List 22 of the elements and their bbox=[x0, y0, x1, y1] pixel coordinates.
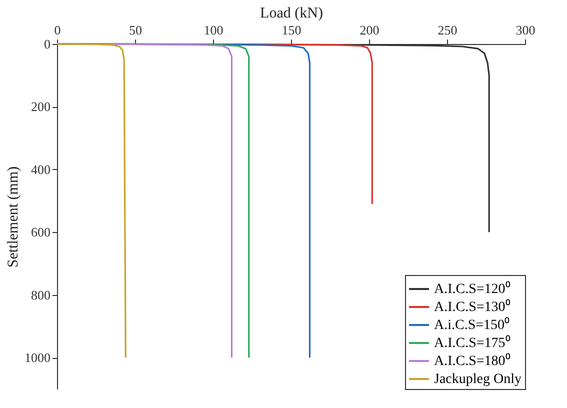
y-tick-label: 600 bbox=[31, 224, 50, 240]
legend-label: A.i.C.S=150⁰ bbox=[434, 317, 510, 333]
y-tick-label: 200 bbox=[31, 99, 50, 114]
x-tick-label: 0 bbox=[54, 22, 61, 38]
legend-label: A.I.C.S=180⁰ bbox=[434, 353, 510, 369]
y-tick-label: 0 bbox=[44, 36, 50, 52]
x-axis-title: Load (kN) bbox=[260, 6, 323, 22]
y-axis-title: Settlement (mm) bbox=[6, 166, 22, 268]
y-tick-label: 1000 bbox=[24, 350, 50, 366]
x-tick-label: 50 bbox=[129, 22, 142, 38]
x-tick-label: 100 bbox=[204, 22, 224, 38]
y-tick-label: 800 bbox=[31, 287, 50, 302]
x-tick-label: 250 bbox=[438, 22, 458, 38]
x-tick-label: 300 bbox=[516, 22, 536, 38]
x-tick-label: 200 bbox=[360, 22, 380, 38]
x-tick-label: 150 bbox=[282, 22, 302, 38]
line-series bbox=[56, 43, 126, 358]
legend-label: Jackupleg Only bbox=[434, 372, 522, 387]
legend-label: A.I.C.S=175⁰ bbox=[434, 335, 510, 351]
y-tick-label: 400 bbox=[31, 162, 50, 177]
legend-label: A.I.C.S=120⁰ bbox=[434, 281, 510, 297]
legend-label: A.I.C.S=130⁰ bbox=[434, 299, 510, 315]
